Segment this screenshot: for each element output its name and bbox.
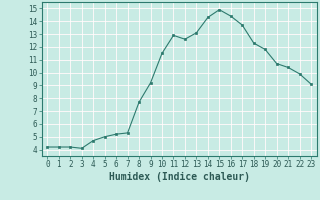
X-axis label: Humidex (Indice chaleur): Humidex (Indice chaleur) — [109, 172, 250, 182]
